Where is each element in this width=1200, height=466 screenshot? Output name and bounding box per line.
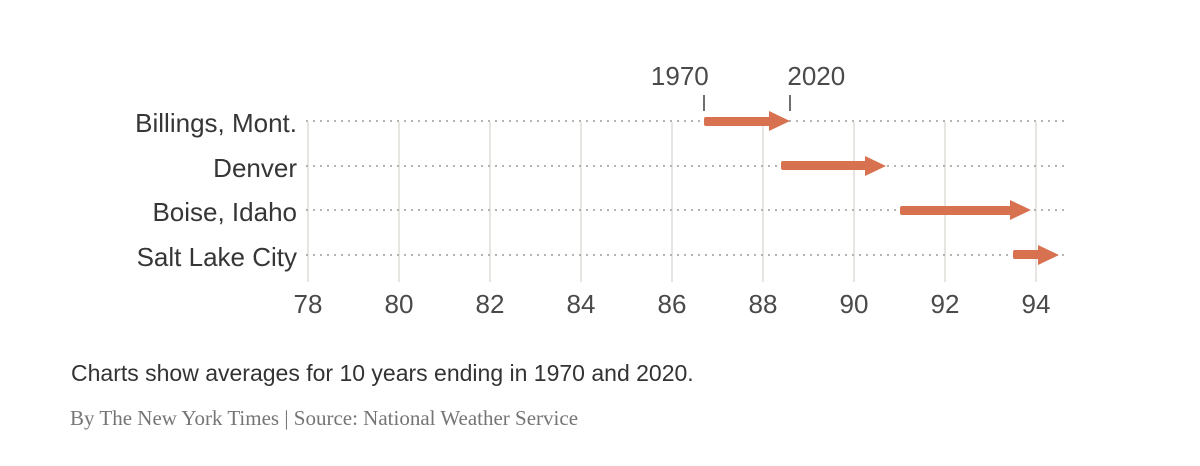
year-label-1970: 1970 — [650, 61, 709, 91]
x-tick-label-94: 94 — [1021, 289, 1051, 319]
x-tick-label-86: 86 — [657, 289, 687, 319]
trend-arrow-head-3 — [1037, 244, 1059, 265]
trend-arrow-body-2 — [899, 205, 1015, 215]
gridline-88 — [762, 122, 764, 282]
row-label-1: Denver — [213, 152, 297, 183]
trend-arrow-head-1 — [864, 155, 886, 176]
gridline-94 — [1035, 122, 1037, 282]
row-label-3: Salt Lake City — [136, 241, 297, 272]
year-label-2020: 2020 — [787, 61, 846, 91]
row-dotted-line-0 — [306, 120, 1066, 122]
x-tick-label-88: 88 — [748, 289, 778, 319]
x-tick-label-82: 82 — [475, 289, 505, 319]
row-label-0: Billings, Mont. — [135, 108, 297, 138]
plot-area: 78 80 82 84 86 88 90 92 94 Billings, Mont. Denver B… — [135, 61, 1066, 319]
row-label-2: Boise, Idaho — [152, 197, 297, 227]
gridline-92 — [944, 122, 946, 282]
row-dotted-line-2 — [306, 209, 1066, 211]
trend-arrow-body-0 — [703, 116, 774, 126]
x-tick-label-78: 78 — [293, 289, 323, 319]
year-tick-1970 — [702, 95, 705, 111]
x-tick-label-90: 90 — [839, 289, 869, 319]
gridline-84 — [580, 122, 582, 282]
gridline-90 — [853, 122, 855, 282]
chart-caption: Charts show averages for 10 years ending… — [71, 360, 694, 386]
row-dotted-line-3 — [306, 253, 1066, 256]
row-dotted-line-1 — [306, 164, 1066, 167]
gridline-78 — [307, 122, 309, 282]
year-tick-2020 — [789, 95, 792, 111]
x-tick-label-84: 84 — [566, 289, 596, 319]
trend-arrow-body-1 — [781, 161, 869, 170]
gridline-82 — [489, 122, 491, 282]
x-tick-label-92: 92 — [930, 289, 960, 319]
trend-arrow-body-3 — [1013, 250, 1042, 259]
gridline-86 — [671, 122, 673, 282]
trend-arrow-head-2 — [1010, 200, 1032, 220]
x-tick-label-80: 80 — [384, 289, 414, 319]
gridline-80 — [398, 122, 400, 282]
byline-source-credit: By The New York Times | Source: National… — [70, 406, 579, 430]
trend-arrow-head-0 — [769, 111, 791, 131]
